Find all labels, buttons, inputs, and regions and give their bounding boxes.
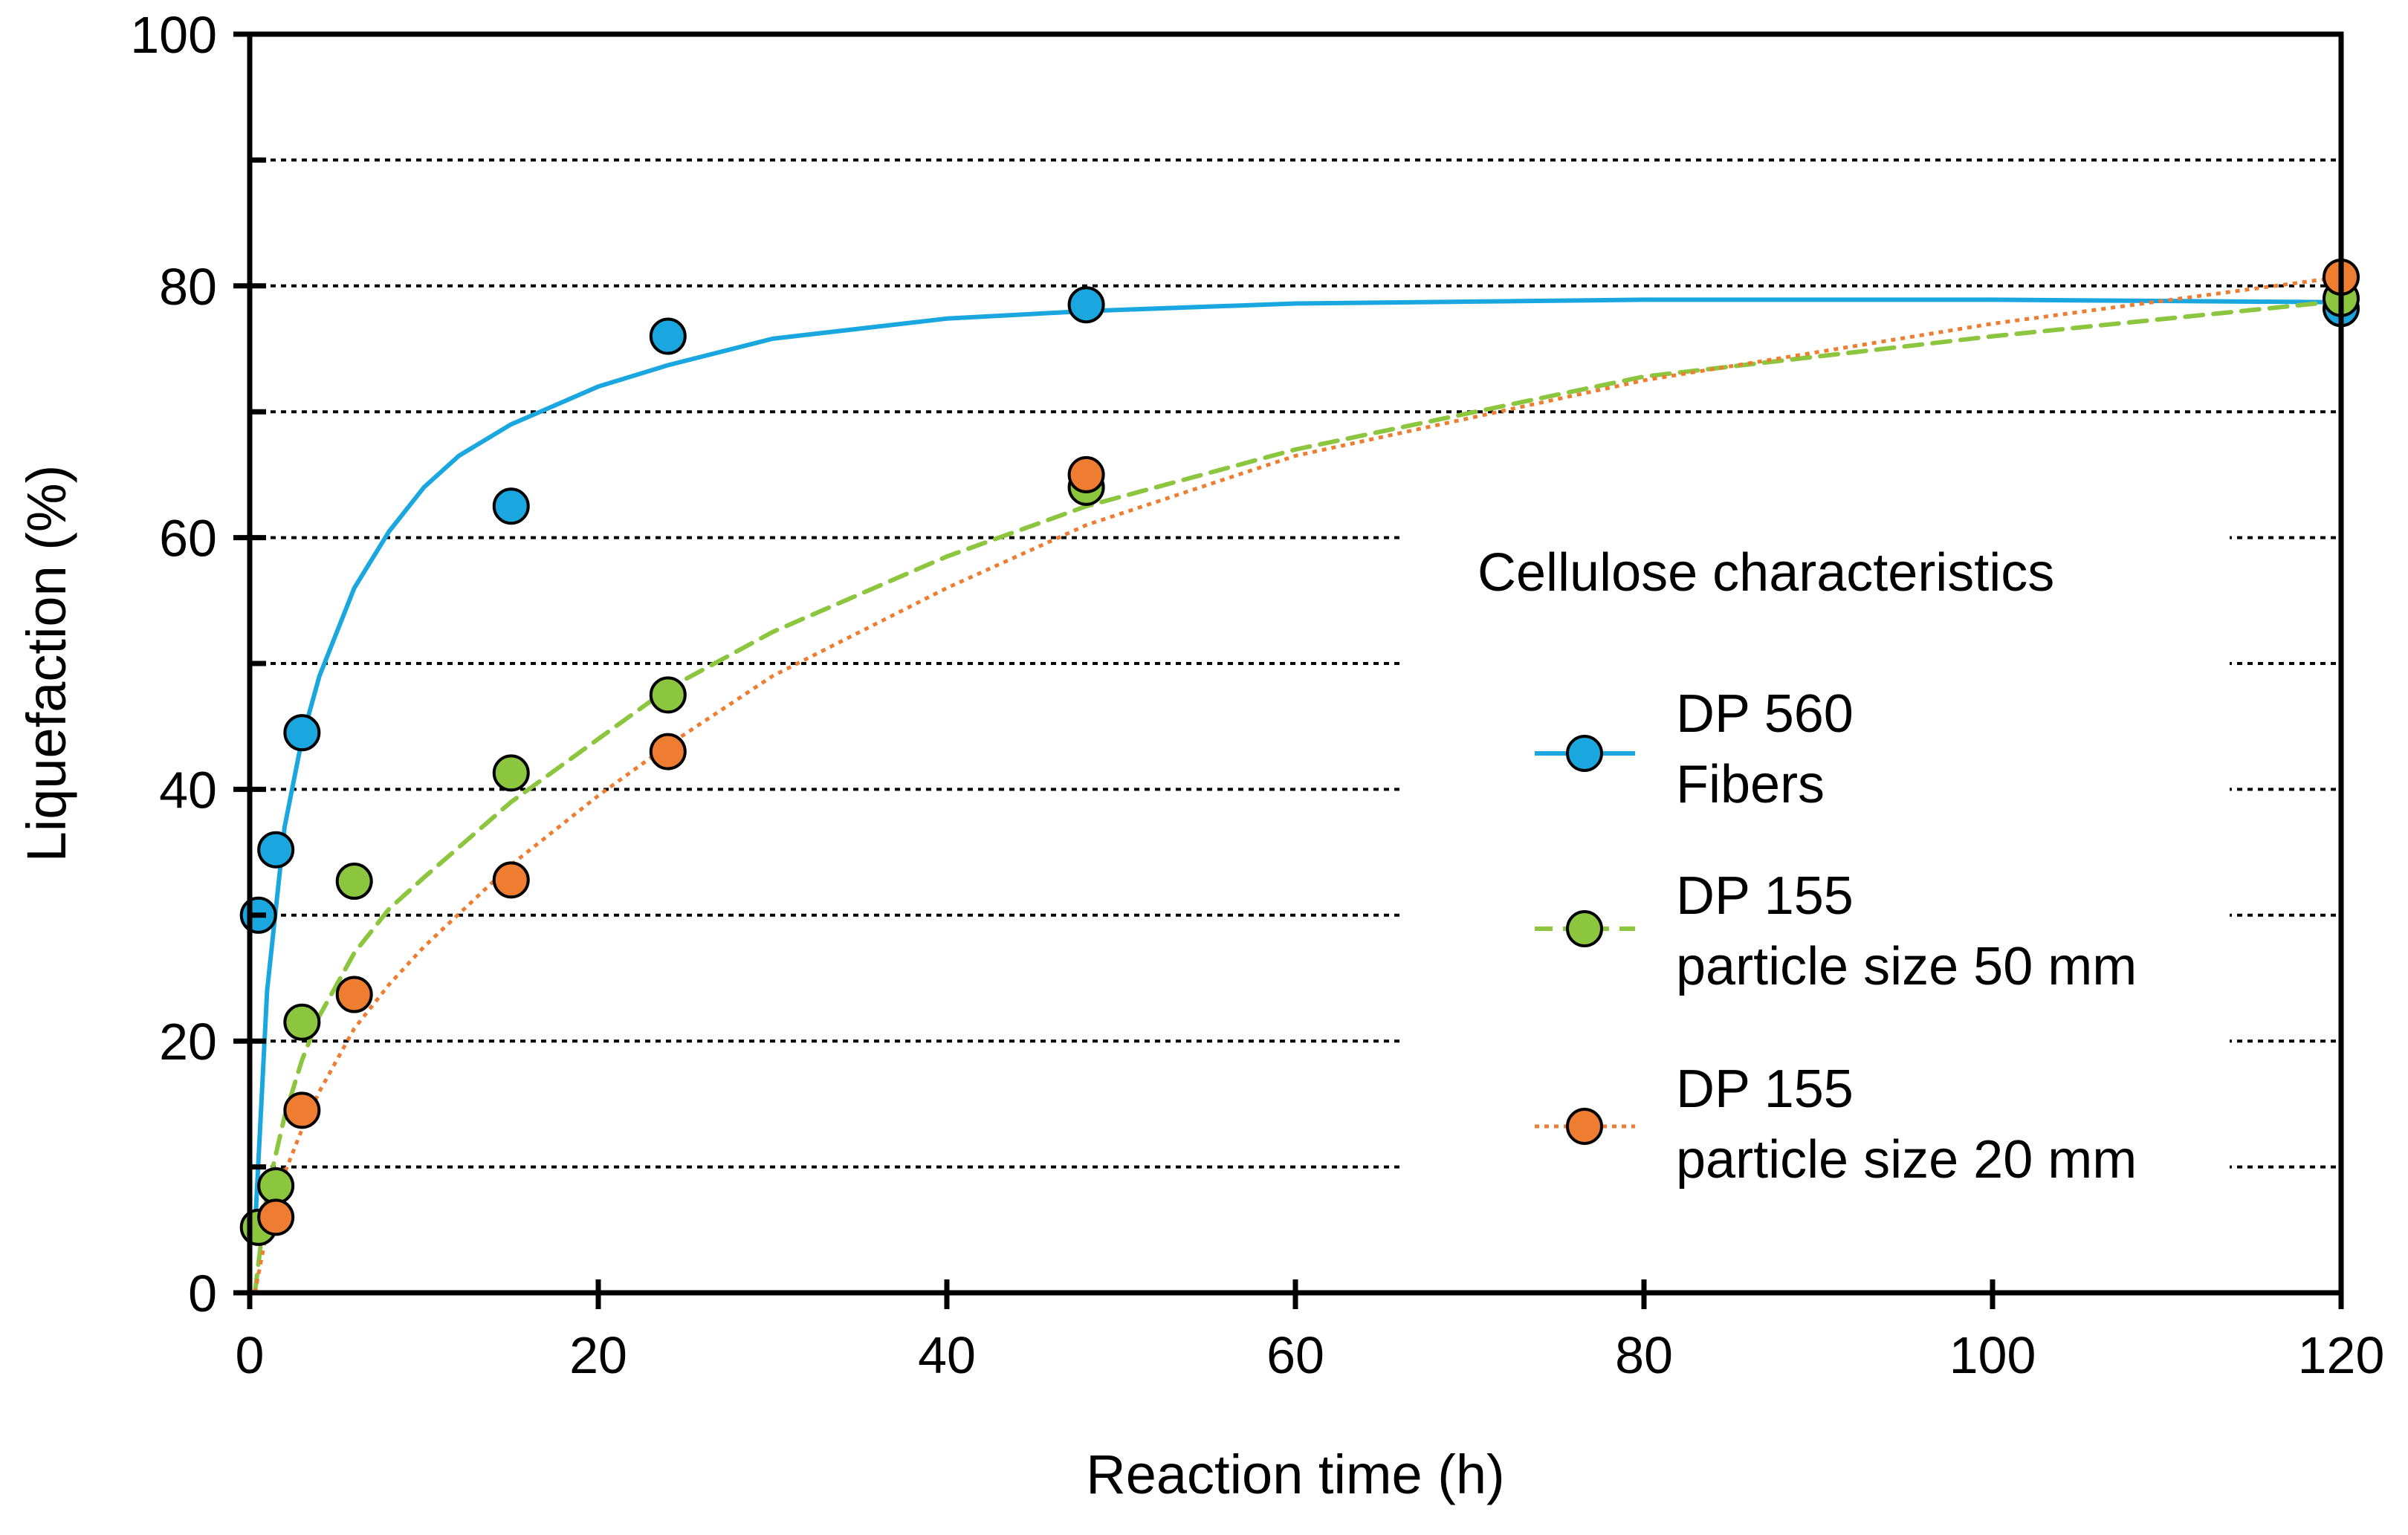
legend-label-series-2: DP 155 xyxy=(1676,866,1854,926)
data-point-series-3 xyxy=(492,861,530,899)
data-point-series-3 xyxy=(649,733,687,770)
data-point-series-3 xyxy=(1067,455,1105,493)
legend-background xyxy=(1405,513,2230,1226)
legend: Cellulose characteristics DP 560 Fibers DP… xyxy=(1478,543,2137,1190)
legend-marker-series-3 xyxy=(1566,1108,1603,1145)
y-axis-title: Liquefaction (%) xyxy=(16,465,77,863)
fit-curve-series-2 xyxy=(253,299,2343,1295)
y-tick-label: 60 xyxy=(159,510,217,568)
legend-marker-series-1 xyxy=(1566,735,1603,772)
y-tick-label: 40 xyxy=(159,761,217,819)
legend-marker-series-2 xyxy=(1566,910,1603,947)
axes: 0 20 40 60 80 100 0 20 40 60 80 100 120 xyxy=(130,6,2384,1384)
legend-label-series-1: DP 560 xyxy=(1676,684,1854,744)
y-tick-label: 100 xyxy=(130,6,217,64)
legend-label-series-3: particle size 20 mm xyxy=(1676,1130,2137,1190)
data-point-series-2 xyxy=(283,1003,321,1041)
data-point-series-1 xyxy=(1067,286,1105,324)
data-point-series-1 xyxy=(257,831,295,869)
legend-title: Cellulose characteristics xyxy=(1478,543,2054,603)
legend-label-series-1: Fibers xyxy=(1676,755,1825,814)
data-point-series-2 xyxy=(335,863,373,900)
data-point-series-3 xyxy=(335,976,373,1013)
y-tick-label: 20 xyxy=(159,1013,217,1071)
legend-label-series-2: particle size 50 mm xyxy=(1676,937,2137,996)
x-tick-label: 80 xyxy=(1615,1326,1673,1384)
fit-curve-series-3 xyxy=(253,275,2342,1294)
y-tick-label: 80 xyxy=(159,258,217,316)
x-tick-label: 0 xyxy=(236,1326,265,1384)
data-point-series-1 xyxy=(649,317,687,355)
x-tick-label: 120 xyxy=(2298,1326,2385,1384)
x-tick-label: 40 xyxy=(918,1326,976,1384)
data-point-series-2 xyxy=(257,1167,295,1205)
x-tick-label: 100 xyxy=(1949,1326,2036,1384)
x-tick-label: 20 xyxy=(569,1326,627,1384)
data-point-series-2 xyxy=(649,676,687,714)
gridlines xyxy=(250,158,2341,1169)
data-point-series-3 xyxy=(257,1198,295,1236)
data-point-series-2 xyxy=(492,754,530,792)
x-tick-label: 60 xyxy=(1266,1326,1324,1384)
x-axis-title: Reaction time (h) xyxy=(1086,1444,1504,1505)
data-point-series-1 xyxy=(283,714,321,752)
data-point-series-1 xyxy=(492,487,530,525)
data-point-series-3 xyxy=(283,1091,321,1129)
y-tick-label: 0 xyxy=(188,1265,217,1323)
legend-label-series-3: DP 155 xyxy=(1676,1059,1854,1119)
